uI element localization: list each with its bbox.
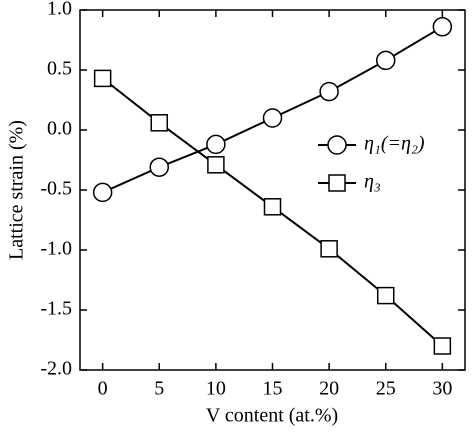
data-point — [320, 240, 338, 258]
data-point — [93, 69, 112, 88]
x-tick-label: 30 — [432, 378, 452, 400]
data-point — [433, 337, 452, 355]
x-axis-title: V content (at.%) — [206, 405, 338, 427]
y-tick-label: 1.0 — [47, 0, 72, 20]
data-point — [92, 182, 113, 203]
legend-marker — [328, 174, 346, 192]
data-point — [207, 156, 225, 174]
y-axis-title: Lattice strain (%) — [6, 120, 28, 260]
y-tick-label: -2.0 — [40, 358, 72, 380]
data-point — [263, 198, 282, 216]
y-tick-label: -1.5 — [40, 298, 72, 320]
y-tick-label: -1.0 — [40, 238, 72, 260]
data-point — [150, 114, 169, 132]
y-tick-label: 0.5 — [47, 58, 72, 80]
data-point — [262, 108, 283, 128]
data-point — [376, 286, 395, 305]
legend-label: η₁(=η₂) — [364, 133, 425, 155]
x-tick-label: 25 — [376, 378, 396, 400]
legend-marker — [327, 135, 347, 155]
x-tick-label: 10 — [206, 378, 226, 400]
legend-label: η₃ — [364, 171, 381, 193]
x-tick-label: 20 — [319, 378, 339, 400]
data-point — [432, 17, 453, 37]
y-tick-label: 0.0 — [47, 118, 72, 140]
x-tick-label: 0 — [98, 378, 108, 400]
data-point — [206, 134, 226, 155]
data-point — [149, 157, 170, 177]
data-point — [375, 50, 396, 71]
x-tick-label: 15 — [263, 378, 283, 400]
x-tick-label: 5 — [154, 378, 164, 400]
y-tick-label: -0.5 — [40, 178, 72, 200]
data-point — [319, 81, 339, 102]
